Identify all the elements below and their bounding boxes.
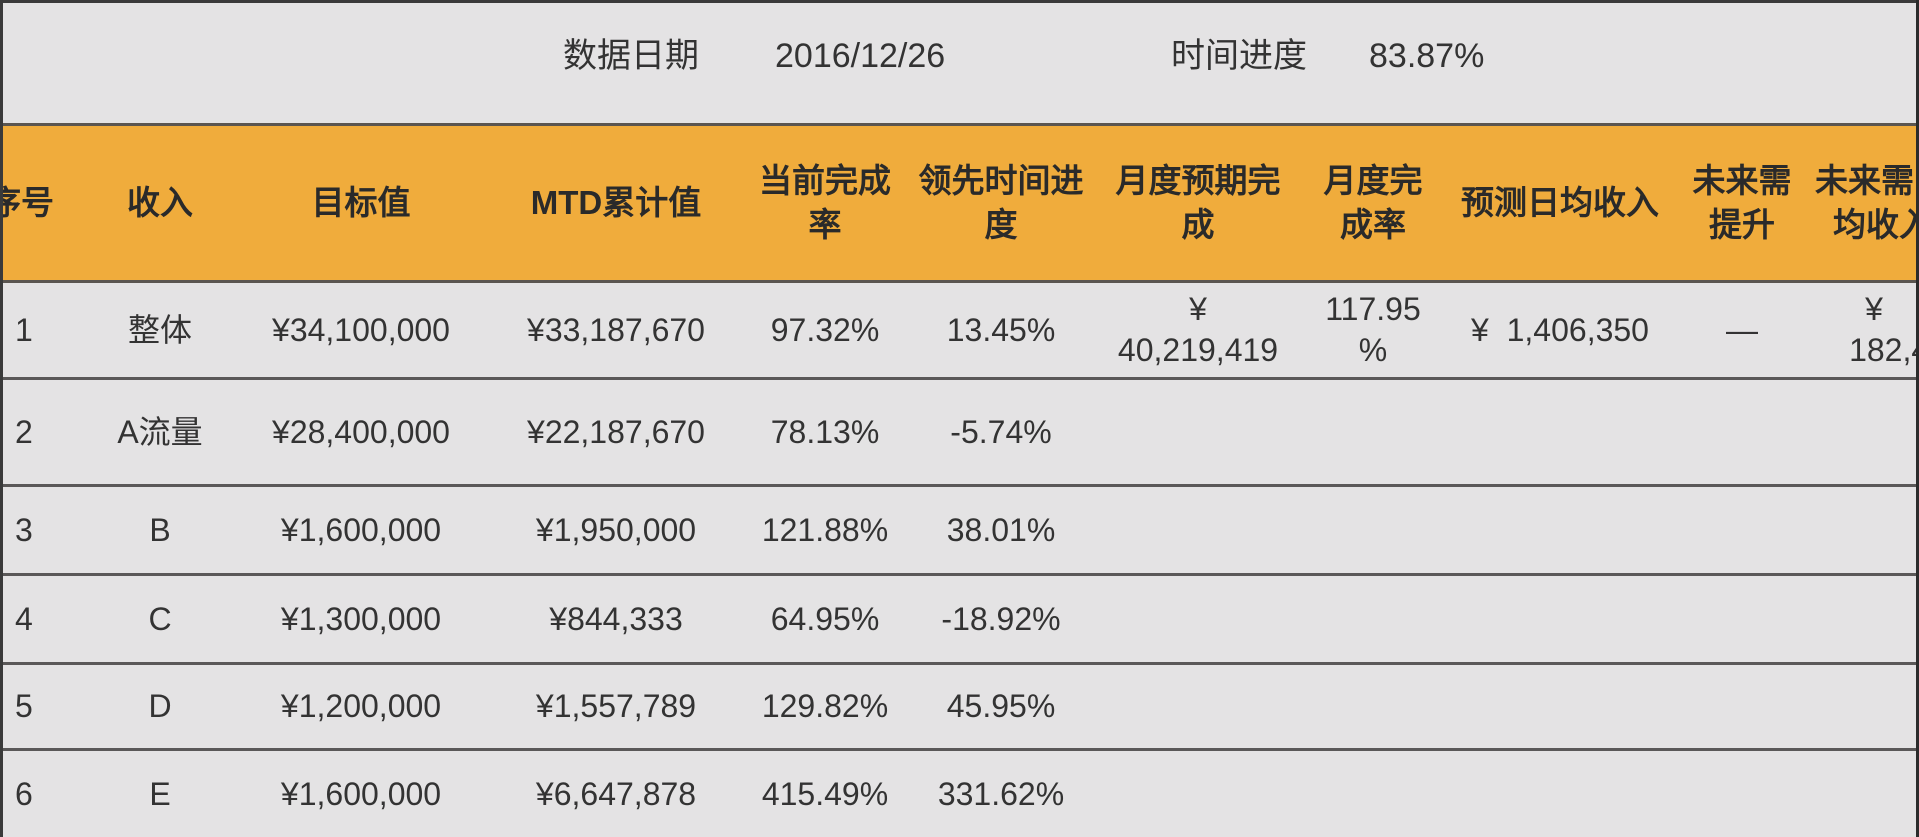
cell-future-daily: ¥ 182,46: [1849, 291, 1919, 368]
cell-expected: ¥ 40,219,419: [1117, 291, 1279, 368]
cell-income: A流量: [117, 413, 203, 450]
cell-income: D: [148, 688, 172, 725]
cell-rate: 121.88%: [761, 511, 889, 548]
header-forecast-daily[interactable]: 预测日均收入: [1461, 184, 1659, 222]
cell-target: ¥1,300,000: [280, 600, 442, 637]
progress-value: 83.87%: [1369, 37, 1485, 75]
cell-lead: -18.92%: [941, 600, 1061, 637]
cell-lead: -5.74%: [950, 413, 1052, 450]
cell-income: C: [148, 600, 172, 637]
table-row[interactable]: 5 D ¥1,200,000 ¥1,557,789 129.82% 45.95%: [3, 665, 1916, 751]
cell-mtd: ¥6,647,878: [535, 775, 697, 812]
cell-lead: 38.01%: [946, 511, 1056, 548]
cell-mtd: ¥844,333: [549, 600, 683, 637]
header-monthly-rate[interactable]: 月度完 成率: [1323, 162, 1423, 243]
cell-seq: 2: [15, 413, 33, 450]
window-top-border: [0, 0, 1919, 3]
table-row[interactable]: 3 B ¥1,600,000 ¥1,950,000 121.88% 38.01%: [3, 487, 1916, 576]
cell-lead: 45.95%: [946, 688, 1056, 725]
header-current-rate[interactable]: 当前完成 率: [759, 162, 891, 243]
table-row[interactable]: 1 整体 ¥34,100,000 ¥33,187,670 97.32% 13.4…: [3, 283, 1919, 380]
cell-monthly-rate: 117.95 %: [1325, 291, 1421, 368]
cell-seq: 5: [15, 688, 33, 725]
cell-rate: 78.13%: [770, 413, 880, 450]
cell-mtd: ¥33,187,670: [527, 311, 705, 348]
cell-target: ¥28,400,000: [272, 413, 450, 450]
cell-future-increase: —: [1726, 311, 1758, 348]
cell-rate: 97.32%: [770, 311, 880, 348]
cell-rate: 415.49%: [761, 775, 889, 812]
cell-income: 整体: [127, 311, 192, 348]
date-label: 数据日期: [563, 37, 699, 75]
progress-label: 时间进度: [1171, 37, 1307, 75]
cell-mtd: ¥1,950,000: [535, 511, 697, 548]
header-expected-completion[interactable]: 月度预期完 成: [1115, 162, 1281, 243]
cell-forecast-daily: ¥ 1,406,350: [1471, 311, 1649, 348]
cell-income: E: [149, 775, 171, 812]
header-mtd[interactable]: MTD累计值: [530, 184, 702, 222]
cell-mtd: ¥22,187,670: [527, 413, 705, 450]
header-future-daily[interactable]: 未来需 均收入: [1815, 162, 1919, 243]
cell-income: B: [149, 511, 171, 548]
cell-mtd: ¥1,557,789: [535, 688, 697, 725]
table-row[interactable]: 2 A流量 ¥28,400,000 ¥22,187,670 78.13% -5.…: [3, 380, 1916, 487]
cell-lead: 13.45%: [946, 311, 1056, 348]
cell-target: ¥34,100,000: [272, 311, 450, 348]
window-left-border: [0, 0, 3, 837]
table-header: 序号 收入 目标值 MTD累计值 当前完成 率 领先时间进 度 月度预期完 成 …: [0, 123, 1919, 283]
table-row[interactable]: 6 E ¥1,600,000 ¥6,647,878 415.49% 331.62…: [3, 751, 1916, 837]
cell-target: ¥1,600,000: [280, 511, 442, 548]
header-future-increase[interactable]: 未来需 提升: [1692, 162, 1792, 243]
cell-seq: 6: [15, 775, 33, 812]
date-value: 2016/12/26: [775, 37, 946, 75]
cell-seq: 1: [15, 311, 33, 348]
cell-rate: 129.82%: [761, 688, 889, 725]
cell-target: ¥1,200,000: [280, 688, 442, 725]
header-seq[interactable]: 序号: [0, 184, 54, 222]
window-right-border: [1916, 0, 1919, 837]
cell-lead: 331.62%: [937, 775, 1065, 812]
table-row[interactable]: 4 C ¥1,300,000 ¥844,333 64.95% -18.92%: [3, 576, 1916, 665]
cell-target: ¥1,600,000: [280, 775, 442, 812]
header-target[interactable]: 目标值: [311, 184, 411, 222]
info-bar: 数据日期 2016/12/26 时间进度 83.87%: [3, 3, 1916, 123]
header-income[interactable]: 收入: [127, 184, 193, 222]
cell-seq: 4: [15, 600, 33, 637]
header-lead-progress[interactable]: 领先时间进 度: [918, 162, 1084, 243]
cell-seq: 3: [15, 511, 33, 548]
cell-rate: 64.95%: [770, 600, 880, 637]
